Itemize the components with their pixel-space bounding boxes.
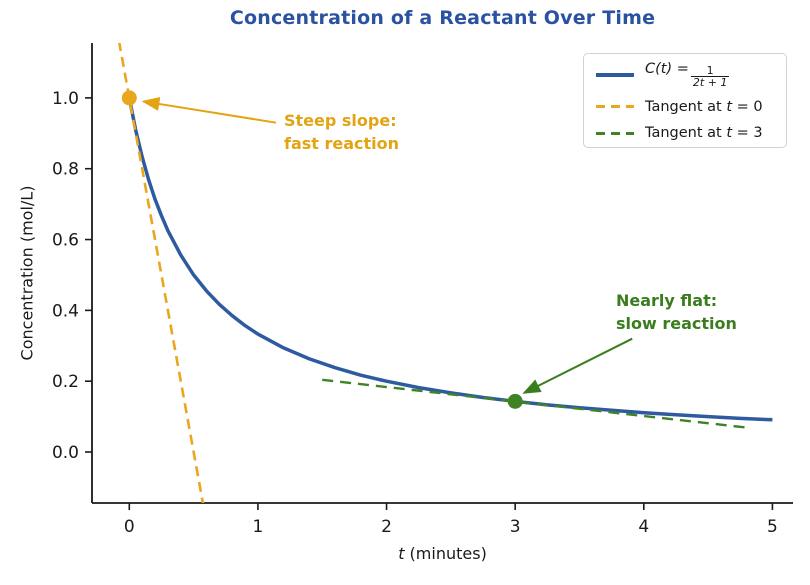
legend-line-swatch-curve xyxy=(596,73,634,77)
x-axis-label-var: t xyxy=(398,544,405,563)
y-tick-label: 0.0 xyxy=(52,443,79,463)
annotation-steep-line2: fast reaction xyxy=(284,133,400,153)
annotation-steep-line1: Steep slope: xyxy=(284,111,397,130)
x-tick-label: 5 xyxy=(767,517,778,537)
annotation-arrow xyxy=(522,337,633,394)
tangent-point-t3-dot xyxy=(507,393,523,409)
legend-entry-curve: C(t) = 1 2t + 1 xyxy=(596,61,776,89)
y-tick-label: 0.4 xyxy=(52,301,79,321)
annotation-flat-line1: Nearly flat: xyxy=(616,291,718,310)
legend-label-tangent0: Tangent at t = 0 xyxy=(645,98,763,115)
x-axis-label: t (minutes) xyxy=(92,544,793,563)
legend-entry-tangent3: Tangent at t = 3 xyxy=(596,125,776,141)
legend-label-curve: C(t) = 1 2t + 1 xyxy=(645,61,730,90)
legend-line-swatch-tangent0 xyxy=(596,105,634,109)
concentration-curve xyxy=(127,97,773,422)
y-axis-label: Concentration (mol/L) xyxy=(17,185,37,361)
annotation-flat-line2: slow reaction xyxy=(616,313,737,333)
y-tick-label: 0.2 xyxy=(52,372,79,392)
legend: C(t) = 1 2t + 1 Tangent at t = 0 Tangent a… xyxy=(583,53,787,148)
annotation-steep-slope: Steep slope: fast reaction xyxy=(284,110,399,155)
x-tick-label: 4 xyxy=(638,517,649,537)
legend-line-swatch-tangent3 xyxy=(596,131,634,135)
annotation-nearly-flat: Nearly flat: slow reaction xyxy=(616,290,737,335)
x-tick-label: 0 xyxy=(124,517,135,537)
annotation-arrow xyxy=(141,97,277,124)
y-tick-label: 0.6 xyxy=(52,231,79,251)
x-tick-label: 3 xyxy=(510,517,521,537)
fraction-denominator: 2t + 1 xyxy=(690,76,730,90)
legend-label-tangent3: Tangent at t = 3 xyxy=(645,125,763,141)
tangent-at-t0-line xyxy=(118,43,205,503)
legend-curve-prefix: C(t) xyxy=(645,61,673,77)
x-axis-label-rest: (minutes) xyxy=(404,544,487,563)
legend-curve-fraction: 1 2t + 1 xyxy=(690,63,730,90)
tangent-point-t0-dot xyxy=(121,90,137,106)
fraction-numerator: 1 xyxy=(706,63,714,77)
legend-curve-equals: = xyxy=(676,61,689,77)
legend-entry-tangent0: Tangent at t = 0 xyxy=(596,99,776,115)
x-tick-label: 2 xyxy=(381,517,392,537)
chart-title: Concentration of a Reactant Over Time xyxy=(229,7,656,29)
y-tick-label: 1.0 xyxy=(52,89,79,109)
x-tick-label: 1 xyxy=(253,517,264,537)
y-tick-label: 0.8 xyxy=(52,160,79,180)
